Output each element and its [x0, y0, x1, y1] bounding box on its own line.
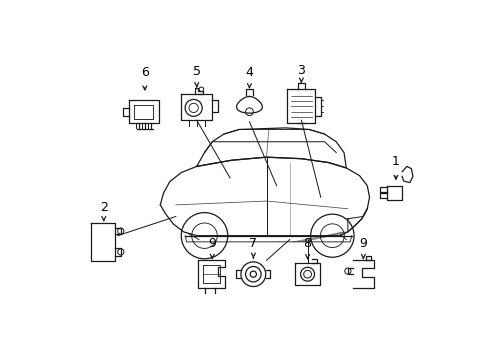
Text: 7: 7	[249, 237, 257, 249]
Text: 3: 3	[297, 64, 305, 77]
Text: 9: 9	[359, 237, 366, 249]
Text: 4: 4	[245, 66, 253, 80]
Text: 2: 2	[100, 201, 107, 214]
Text: 8: 8	[303, 237, 311, 249]
Text: 1: 1	[391, 155, 399, 168]
Text: 5: 5	[192, 65, 201, 78]
Text: 6: 6	[141, 66, 148, 80]
Text: 9: 9	[208, 237, 216, 249]
